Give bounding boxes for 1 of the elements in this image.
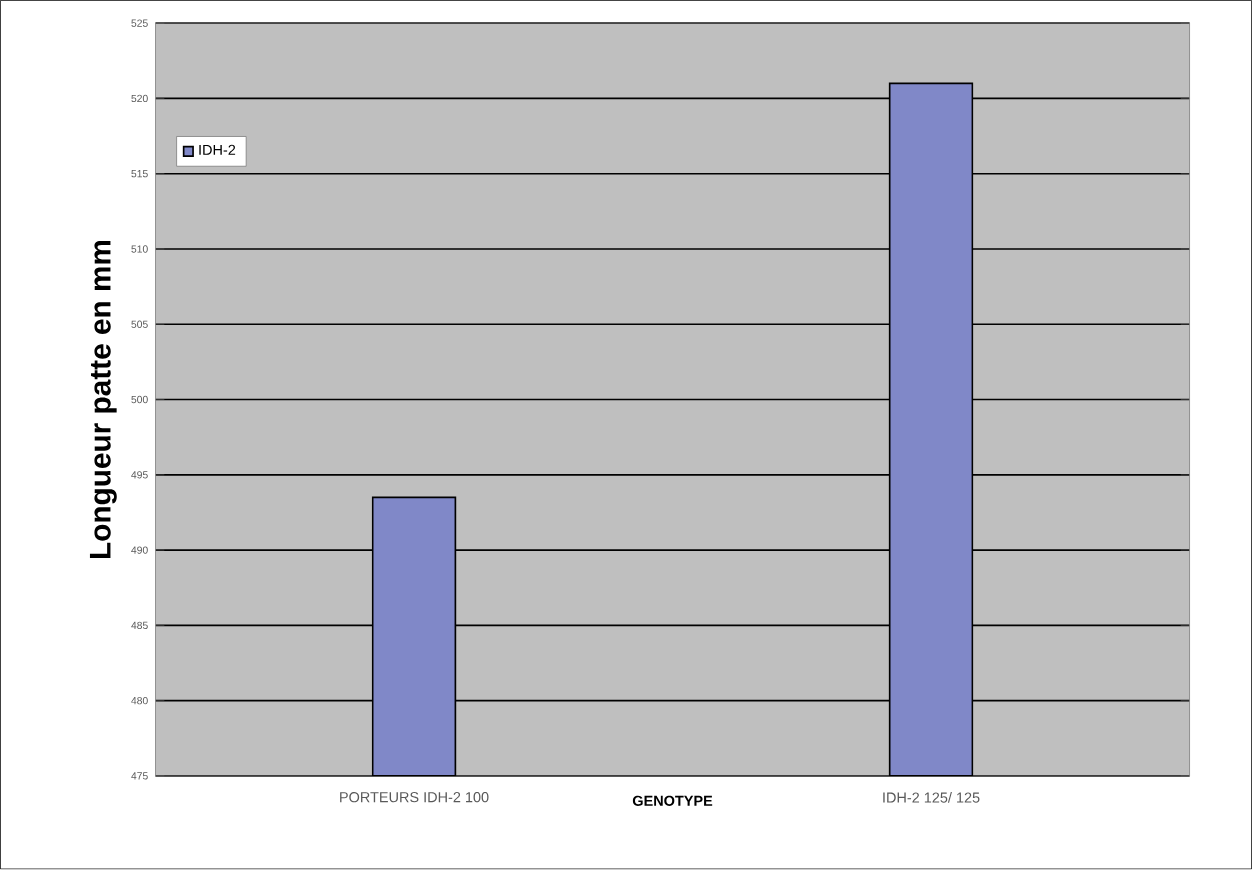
y-axis-title: Longueur patte en mm	[89, 241, 117, 559]
